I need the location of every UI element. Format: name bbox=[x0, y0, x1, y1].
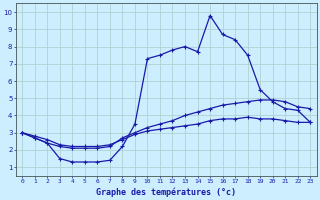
X-axis label: Graphe des températures (°c): Graphe des températures (°c) bbox=[96, 187, 236, 197]
